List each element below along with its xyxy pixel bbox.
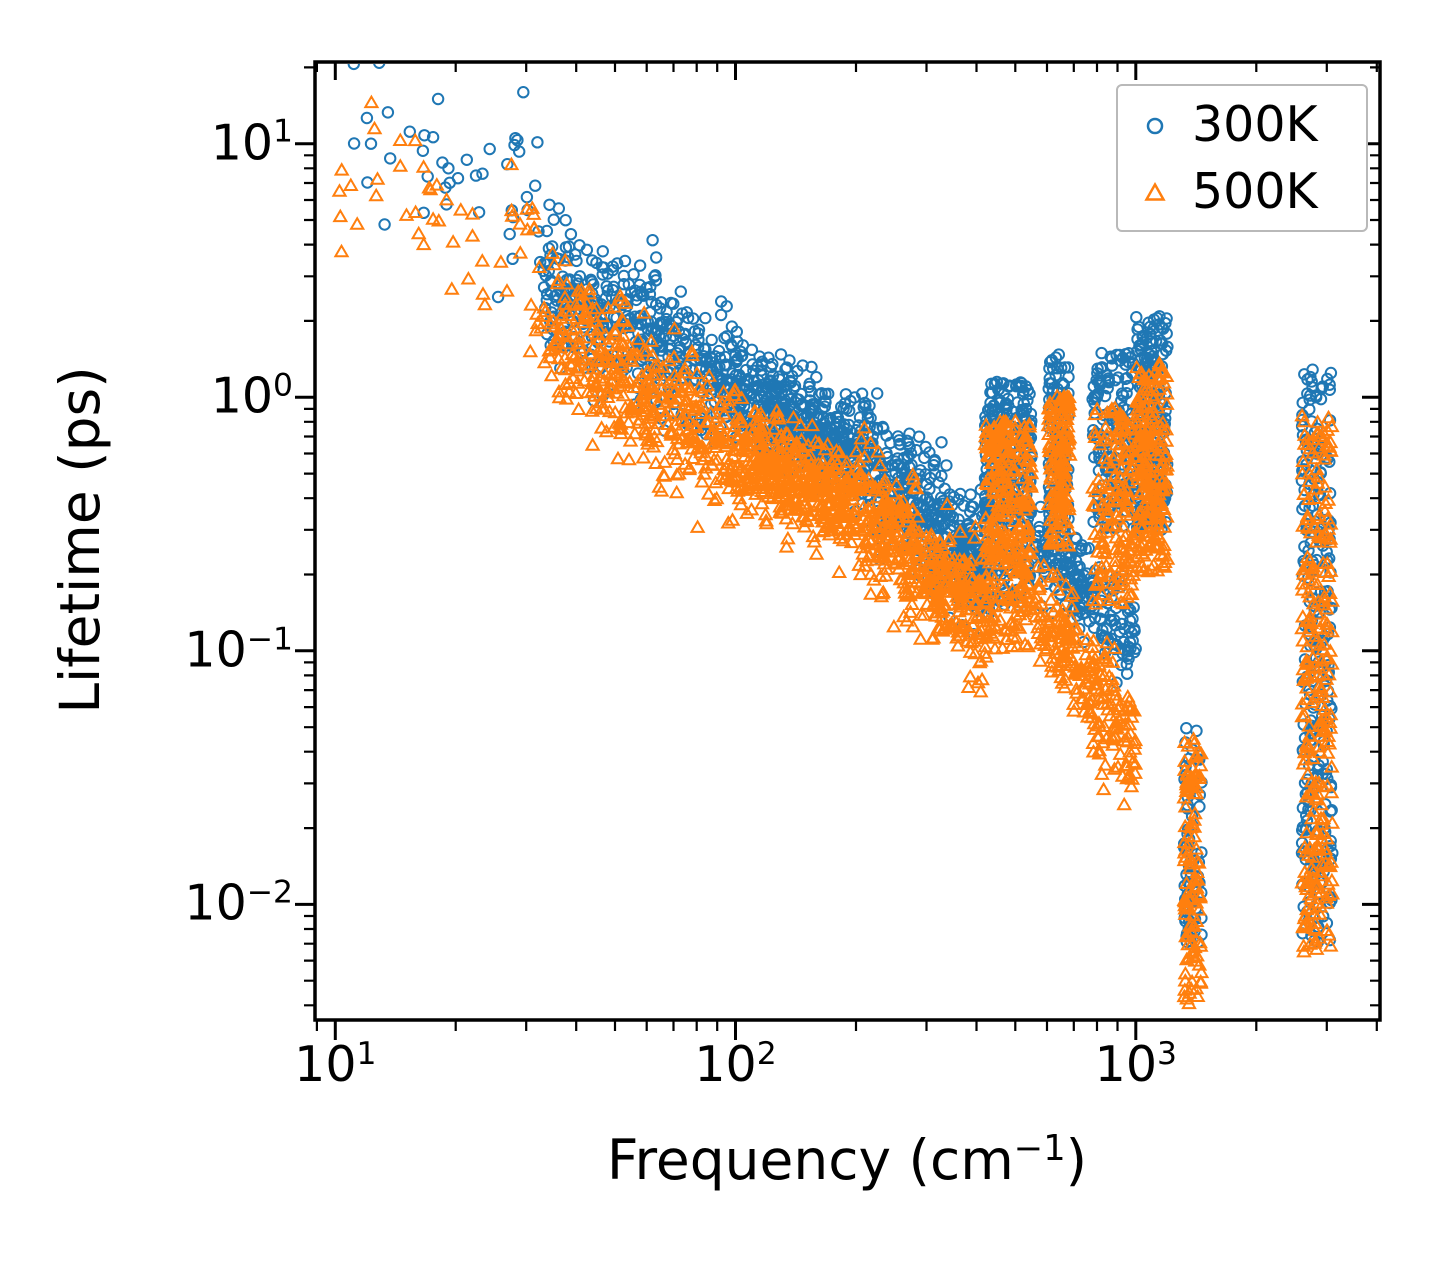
circle-marker-icon bbox=[1146, 117, 1164, 134]
legend-entry-300k: 300K bbox=[1140, 96, 1366, 153]
x-axis-title: Frequency (cm−1) bbox=[607, 1128, 1087, 1192]
legend-label-300k: 300K bbox=[1192, 96, 1318, 153]
y-tick-label-10e−1: 10−1 bbox=[184, 620, 293, 679]
legend: 300K 500K bbox=[1116, 84, 1368, 232]
x-tick-label-10e2: 102 bbox=[694, 1035, 777, 1093]
x-axis-title-text: Frequency (cm bbox=[606, 1128, 1014, 1192]
minor-ticks bbox=[304, 62, 1380, 1031]
x-tick-label-10e3: 103 bbox=[1094, 1035, 1177, 1093]
legend-entry-500k: 500K bbox=[1140, 163, 1366, 220]
y-axis-title-text: Lifetime (ps) bbox=[48, 366, 112, 714]
series-500K bbox=[331, 94, 1341, 1010]
x-axis-title-superscript: −1 bbox=[1013, 1127, 1066, 1169]
plot-spines bbox=[313, 60, 1382, 1022]
y-tick-label-10e1: 101 bbox=[210, 113, 293, 172]
x-tick-label-10e1: 101 bbox=[294, 1035, 377, 1093]
legend-label-500k: 500K bbox=[1192, 163, 1318, 220]
x-axis-title-suffix: ) bbox=[1065, 1128, 1088, 1192]
y-tick-label-10e−2: 10−2 bbox=[184, 874, 293, 932]
major-ticks bbox=[295, 62, 1380, 1040]
triangle-marker-icon bbox=[1144, 181, 1166, 201]
y-tick-label-10e0: 100 bbox=[210, 367, 293, 425]
y-axis-title: Lifetime (ps) bbox=[48, 366, 112, 713]
